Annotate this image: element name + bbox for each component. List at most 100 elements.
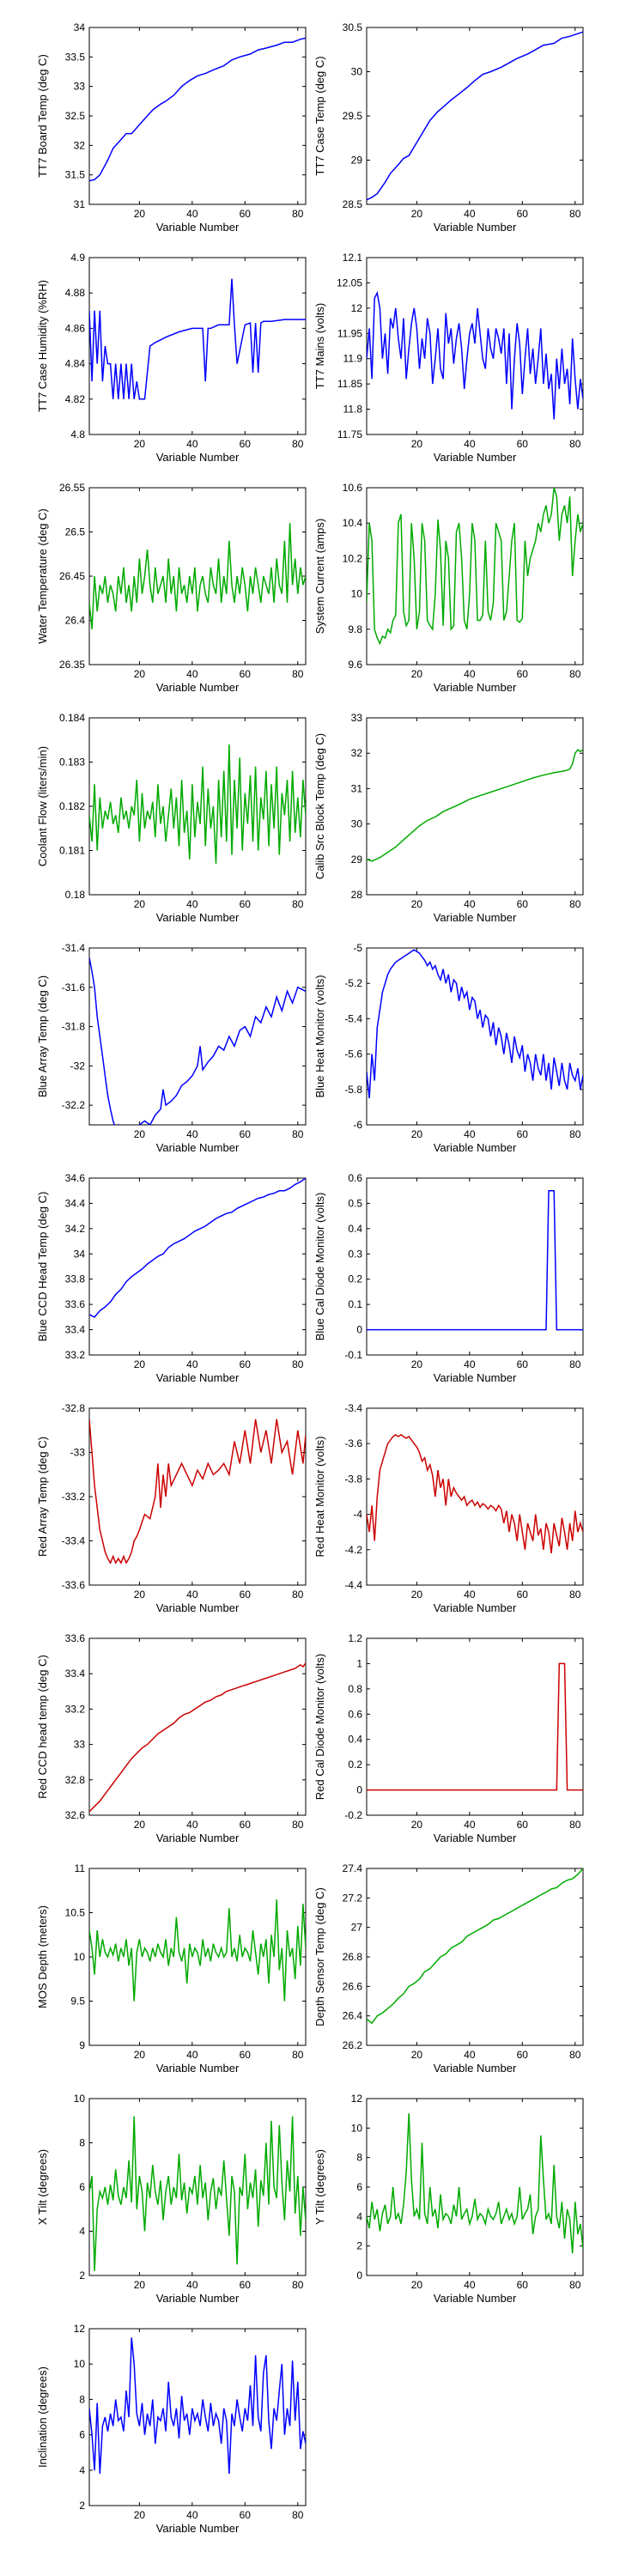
y-tick-label: 34.4 xyxy=(65,1197,86,1209)
y-tick-label: -3.6 xyxy=(344,1437,362,1449)
y-tick-label: 29 xyxy=(351,854,363,866)
x-tick-label: 20 xyxy=(411,898,423,910)
x-tick-label: 60 xyxy=(517,208,529,220)
y-tick-label: 2 xyxy=(356,2240,362,2252)
x-tick-label: 20 xyxy=(411,2049,423,2061)
plot-frame xyxy=(366,2098,584,2276)
x-tick-label: 80 xyxy=(292,1819,304,1831)
y-axis-label: Water Temperature (deg C) xyxy=(36,508,49,644)
y-tick-label: 0.6 xyxy=(348,1172,362,1184)
y-tick-label: 26.4 xyxy=(343,2010,363,2022)
x-tick-label: 80 xyxy=(292,2509,304,2521)
x-tick-label: 60 xyxy=(517,2279,529,2291)
plot-frame xyxy=(88,27,307,205)
x-axis-label: Variable Number xyxy=(156,911,240,924)
plot-frame xyxy=(366,717,584,896)
x-tick-label: 40 xyxy=(464,668,476,680)
x-tick-label: 60 xyxy=(240,1358,252,1370)
plot-frame xyxy=(88,947,307,1126)
y-tick-label: 11 xyxy=(75,1862,86,1874)
y-tick-label: 11.95 xyxy=(337,327,362,339)
x-tick-label: 40 xyxy=(186,1589,198,1601)
y-tick-label: 28.5 xyxy=(343,198,363,210)
y-axis-label: Blue Array Temp (deg C) xyxy=(36,975,49,1097)
chart-panel-2: 28.5 29 29.5 30 30.5 20 40 60 80 Variable Number T… xyxy=(313,21,584,234)
chart-panel-17: 9 9.5 10 10.5 11 20 40 60 80 Variable Number MOS D… xyxy=(36,1862,307,2075)
y-tick-label: 11.8 xyxy=(343,404,363,416)
plot-frame xyxy=(88,2098,307,2276)
y-tick-label: -3.4 xyxy=(344,1402,362,1414)
x-tick-label: 20 xyxy=(411,2279,423,2291)
x-axis-label: Variable Number xyxy=(156,1371,240,1384)
y-tick-label: -32.2 xyxy=(62,1099,86,1111)
y-tick-label: 0 xyxy=(356,1784,362,1796)
y-tick-label: 11.85 xyxy=(337,378,362,390)
x-tick-label: 40 xyxy=(186,2509,198,2521)
y-tick-label: 33 xyxy=(351,712,363,724)
y-tick-label: 27.4 xyxy=(343,1862,363,1874)
x-axis-label: Variable Number xyxy=(434,1832,517,1844)
series-line xyxy=(367,290,583,420)
y-tick-label: 10 xyxy=(74,2093,86,2105)
y-tick-label: 8 xyxy=(356,2152,362,2164)
y-tick-label: 0.184 xyxy=(59,712,85,724)
y-tick-label: 10 xyxy=(74,1951,86,1963)
y-tick-label: 12 xyxy=(74,2323,86,2335)
y-tick-label: 0.1 xyxy=(348,1298,362,1310)
y-tick-label: 0.18 xyxy=(65,889,86,901)
plot-frame xyxy=(366,1407,584,1586)
y-tick-label: 32 xyxy=(351,747,363,759)
y-tick-label: 26.2 xyxy=(343,2039,363,2051)
x-axis-label: Variable Number xyxy=(434,451,517,464)
x-tick-label: 80 xyxy=(569,208,581,220)
chart-panel-14: -4.4 -4.2 -4 -3.8 -3.6 -3.4 20 40 60 80 Variable N… xyxy=(313,1402,584,1614)
y-axis-label: TT7 Mains (volts) xyxy=(313,303,326,389)
y-axis-label: TT7 Case Temp (deg C) xyxy=(313,56,326,175)
y-tick-label: 26.5 xyxy=(65,526,86,538)
y-tick-label: 32.6 xyxy=(65,1809,86,1821)
y-tick-label: -5.2 xyxy=(344,977,362,989)
x-tick-label: 40 xyxy=(186,2049,198,2061)
series-line xyxy=(89,1899,306,2002)
chart-panel-13: -33.6 -33.4 -33.2 -33 -32.8 20 40 60 80 Variable … xyxy=(36,1402,307,1614)
x-axis-label: Variable Number xyxy=(156,1601,240,1614)
x-tick-label: 80 xyxy=(569,2279,581,2291)
x-axis-label: Variable Number xyxy=(434,221,517,234)
y-tick-label: 4.84 xyxy=(65,358,86,370)
y-axis-label: Inclination (degrees) xyxy=(36,2366,49,2468)
y-tick-label: 9.6 xyxy=(348,659,362,671)
x-tick-label: 20 xyxy=(134,668,146,680)
x-tick-label: 80 xyxy=(292,668,304,680)
x-tick-label: 40 xyxy=(186,668,198,680)
series-line xyxy=(89,1662,306,1813)
y-axis-label: Blue Cal Diode Monitor (volts) xyxy=(313,1193,326,1341)
x-tick-label: 80 xyxy=(569,2049,581,2061)
y-tick-label: 2 xyxy=(79,2269,85,2281)
x-tick-label: 80 xyxy=(569,1589,581,1601)
plot-frame xyxy=(88,1868,307,2046)
y-tick-label: -31.8 xyxy=(62,1021,86,1033)
x-tick-label: 60 xyxy=(240,898,252,910)
y-tick-label: 10 xyxy=(351,588,363,600)
y-tick-label: -6 xyxy=(353,1119,362,1131)
x-tick-label: 20 xyxy=(134,1128,146,1140)
x-axis-label: Variable Number xyxy=(156,451,240,464)
chart-panel-9: -32.2 -32 -31.8 -31.6 -31.4 20 40 60 80 Variable … xyxy=(36,942,307,1154)
y-tick-label: 0.182 xyxy=(59,800,85,812)
plot-frame xyxy=(366,27,584,205)
x-tick-label: 80 xyxy=(292,2049,304,2061)
x-tick-label: 40 xyxy=(186,1128,198,1140)
x-tick-label: 40 xyxy=(464,2049,476,2061)
y-tick-label: 29 xyxy=(351,155,363,167)
y-tick-label: -0.1 xyxy=(344,1349,362,1361)
y-tick-label: 11.9 xyxy=(343,353,363,365)
series-line xyxy=(367,31,583,201)
y-tick-label: 34 xyxy=(74,1248,86,1260)
x-tick-label: 80 xyxy=(292,438,304,450)
x-tick-label: 60 xyxy=(517,1358,529,1370)
x-axis-label: Variable Number xyxy=(434,1601,517,1614)
y-tick-label: 12 xyxy=(351,2093,363,2105)
chart-panel-20: 0 2 4 6 8 10 12 20 40 60 80 Variable Number Y Tilt (… xyxy=(313,2093,584,2305)
y-axis-label: Blue CCD Head Temp (deg C) xyxy=(36,1192,49,1342)
y-tick-label: 4 xyxy=(79,2464,85,2476)
